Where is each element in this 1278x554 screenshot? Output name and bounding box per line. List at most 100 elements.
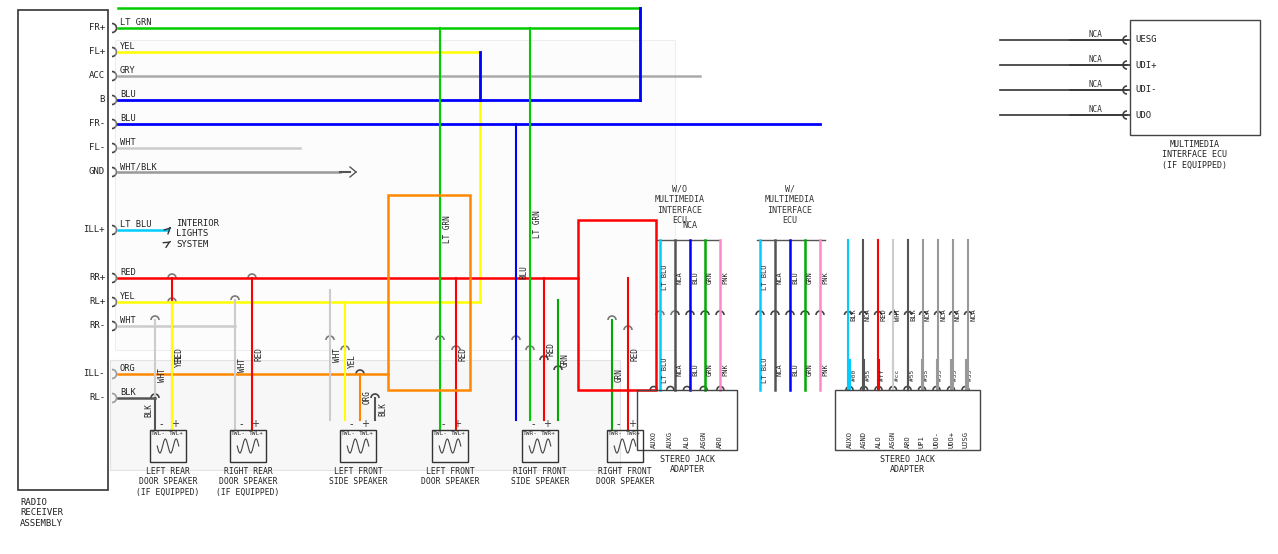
Text: GRY: GRY [120,66,135,75]
Text: ASGN: ASGN [889,431,896,448]
Text: GRN: GRN [806,271,813,284]
Text: BLK: BLK [120,388,135,397]
Text: NCA: NCA [682,221,698,230]
Bar [636,390,737,450]
Text: RR+: RR+ [89,274,105,283]
Text: BLU: BLU [691,363,698,376]
Text: STEREO JACK
ADAPTER: STEREO JACK ADAPTER [659,455,714,474]
Text: -: - [158,419,162,429]
Text: ARO: ARO [905,435,910,448]
Text: WHT: WHT [895,309,901,321]
Text: +: + [252,419,259,429]
Text: GND: GND [89,167,105,177]
Text: LT BLU: LT BLU [120,220,152,229]
Text: LEFT FRONT
DOOR SPEAKER: LEFT FRONT DOOR SPEAKER [420,467,479,486]
Text: WHT: WHT [120,316,135,325]
Text: TWR+: TWR+ [541,431,556,436]
Text: NCA: NCA [1088,55,1102,64]
Text: NCA: NCA [777,271,783,284]
Text: LT BLU: LT BLU [762,265,768,290]
Text: TWL-: TWL- [151,431,166,436]
Text: NCA: NCA [1088,30,1102,39]
Text: BLK: BLK [144,403,153,417]
Text: WHT: WHT [158,368,167,382]
Text: W/
MULTIMEDIA
INTERFACE
ECU: W/ MULTIMEDIA INTERFACE ECU [766,185,815,225]
Bar [521,430,558,462]
Text: TWL+: TWL+ [169,431,184,436]
Text: #55: #55 [924,370,929,381]
Text: FR+: FR+ [89,23,105,33]
Text: ILL-: ILL- [83,370,105,378]
Text: UDO: UDO [1135,110,1151,120]
Bar [110,360,620,470]
Text: PNK: PNK [822,363,828,376]
Text: YEL: YEL [120,42,135,51]
Text: AUXG: AUXG [667,431,674,448]
Text: BLU: BLU [792,271,797,284]
Text: +: + [362,419,369,429]
Text: RR-: RR- [89,321,105,331]
Bar [18,10,109,490]
Text: FR-: FR- [89,120,105,129]
Text: MULTIMEDIA
INTERFACE ECU
(IF EQUIPPED): MULTIMEDIA INTERFACE ECU (IF EQUIPPED) [1163,140,1227,170]
Text: ILL+: ILL+ [83,225,105,234]
Text: RED: RED [881,309,886,321]
Bar [115,40,675,350]
Text: AUXO: AUXO [651,431,657,448]
Text: PNK: PNK [722,363,728,376]
Text: UDI+: UDI+ [1135,60,1157,69]
Text: INTERIOR
LIGHTS
SYSTEM: INTERIOR LIGHTS SYSTEM [176,219,219,249]
Text: B: B [100,95,105,105]
Text: PNK: PNK [822,271,828,284]
Bar [432,430,468,462]
Text: BLK: BLK [850,309,856,321]
Text: ALO: ALO [875,435,882,448]
Text: +: + [171,419,179,429]
Text: UDO-: UDO- [933,431,939,448]
Text: BLK: BLK [378,402,387,416]
Text: BLU: BLU [792,363,797,376]
Text: ARO: ARO [717,435,723,448]
Text: LT GRN: LT GRN [443,215,452,243]
Text: WHT: WHT [120,138,135,147]
Text: ASGN: ASGN [700,431,707,448]
Text: RIGHT FRONT
DOOR SPEAKER: RIGHT FRONT DOOR SPEAKER [596,467,654,486]
Text: #00: #00 [851,370,856,381]
Text: NCA: NCA [777,363,783,376]
Text: RADIO
RECEIVER
ASSEMBLY: RADIO RECEIVER ASSEMBLY [20,498,63,528]
Text: GRN: GRN [561,353,570,367]
Text: #55: #55 [967,370,973,381]
Text: RED: RED [547,342,556,356]
Text: ALO: ALO [684,435,690,448]
Text: GRN: GRN [707,363,713,376]
Bar [389,195,470,390]
Bar [1130,20,1260,135]
Text: NCA: NCA [955,309,961,321]
Text: ORG: ORG [120,364,135,373]
Text: NCA: NCA [970,309,976,321]
Text: RED: RED [120,268,135,277]
Text: STEREO JACK
ADAPTER: STEREO JACK ADAPTER [881,455,935,474]
Text: UP1: UP1 [919,435,925,448]
Text: #55: #55 [910,370,915,381]
Text: UESG: UESG [1135,35,1157,44]
Text: #cc: #cc [895,370,900,381]
Text: #55: #55 [953,370,958,381]
Text: TWL+: TWL+ [451,431,466,436]
Text: WHT: WHT [334,348,343,362]
Text: BLU: BLU [691,271,698,284]
Text: LT BLU: LT BLU [662,265,668,290]
Text: LEFT FRONT
SIDE SPEAKER: LEFT FRONT SIDE SPEAKER [328,467,387,486]
Text: FL+: FL+ [89,48,105,57]
Text: WHT: WHT [238,358,247,372]
Text: YEL: YEL [348,354,357,368]
Text: NCA: NCA [1088,105,1102,114]
Text: LT BLU: LT BLU [762,357,768,383]
Text: UDI-: UDI- [1135,85,1157,95]
Text: -: - [441,419,445,429]
Text: GRN: GRN [806,363,813,376]
Text: +: + [629,419,636,429]
Text: RIGHT REAR
DOOR SPEAKER
(IF EQUIPPED): RIGHT REAR DOOR SPEAKER (IF EQUIPPED) [216,467,280,497]
Text: BLU: BLU [120,114,135,123]
Text: LT BLU: LT BLU [662,357,668,383]
